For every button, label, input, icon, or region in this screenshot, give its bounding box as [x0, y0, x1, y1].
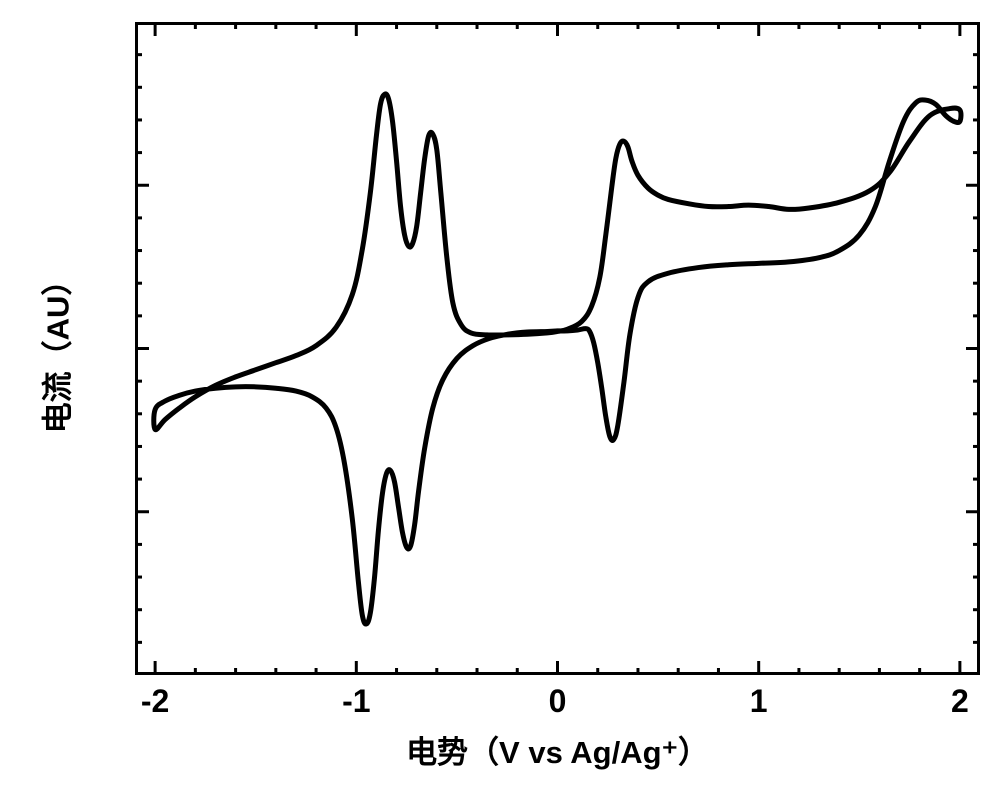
x-tick-label: 0: [549, 683, 567, 720]
x-tick-label: -2: [141, 683, 169, 720]
x-tick-label: -1: [342, 683, 370, 720]
x-tick-label: 1: [750, 683, 768, 720]
x-axis-label-tail: ）: [678, 735, 709, 770]
x-axis-label-sup: ⁺: [662, 735, 678, 770]
cv-figure: 电流（AU） 电势（V vs Ag/Ag⁺） -2 -1 0 1 2: [0, 0, 1000, 805]
x-tick-label: 2: [951, 683, 969, 720]
y-axis-label: 电流（AU）: [33, 264, 78, 433]
x-axis-label: 电势（V vs Ag/Ag⁺）: [406, 727, 709, 772]
plot-svg: [135, 22, 980, 675]
x-axis-label-main: 电势（V vs Ag/Ag: [406, 735, 662, 770]
